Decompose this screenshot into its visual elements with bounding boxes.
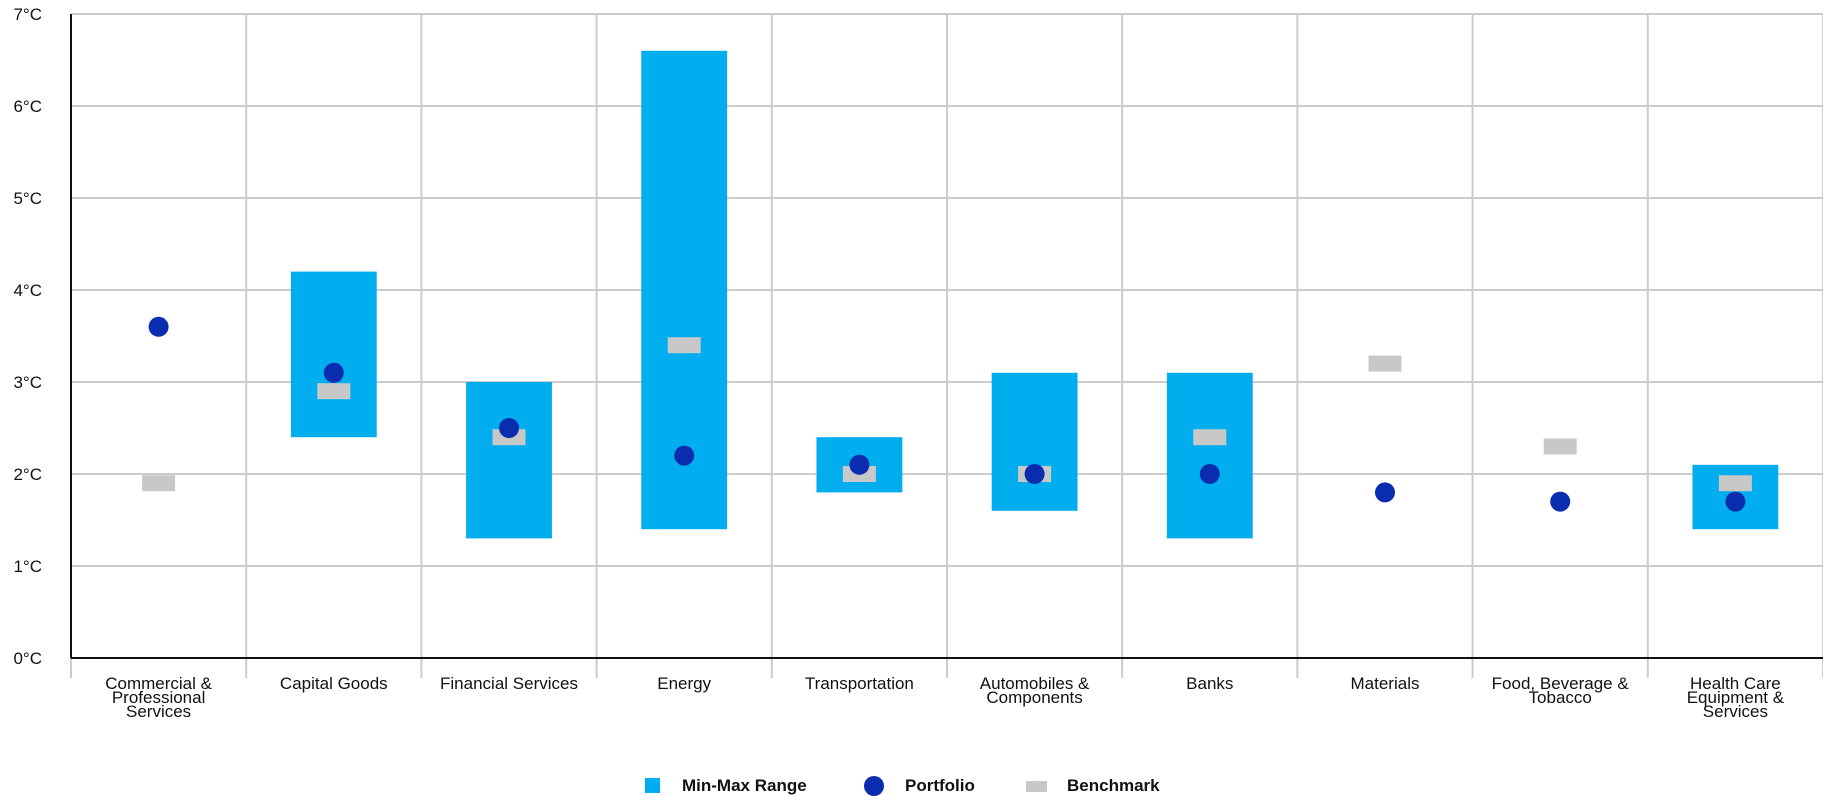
range-bar [290,271,377,438]
category-label: Materials [1351,674,1420,693]
category-label-line: Services [1703,702,1768,721]
category-label-line: Components [986,688,1082,707]
category-label-line: Health Care [1690,674,1781,693]
category-label-line: Tobacco [1529,688,1592,707]
category-label-line: Services [126,702,191,721]
portfolio-dot [674,445,695,466]
legend: Min-Max Range Portfolio Benchmark [645,776,1160,796]
legend-label: Portfolio [905,776,975,795]
category-label-line: Automobiles & [980,674,1090,693]
portfolio-dot [148,316,169,337]
y-tick-label: 6°C [13,97,42,116]
category-label-line: Transportation [805,674,914,693]
benchmark-marker [1543,438,1577,455]
portfolio-dot [1725,491,1746,512]
legend-swatch-portfolio [864,776,884,796]
portfolio-dot [1024,464,1045,484]
y-tick-label: 7°C [13,5,42,24]
category-label: Transportation [805,674,914,693]
legend-swatch-benchmark [1026,781,1047,792]
category-label-line: Food, Beverage & [1492,674,1630,693]
category-label-line: Financial Services [440,674,578,693]
category-label: Financial Services [440,674,578,693]
category-label-line: Materials [1351,674,1420,693]
legend-label: Min-Max Range [682,776,807,795]
category-label: Capital Goods [280,674,388,693]
portfolio-layer [148,316,1746,512]
category-label-line: Equipment & [1687,688,1785,707]
category-label-line: Energy [657,674,711,693]
y-tick-label: 4°C [13,281,42,300]
category-label: Health Care Equipment & Services [1687,674,1785,721]
benchmark-marker [1368,355,1402,372]
portfolio-dot [1550,491,1571,512]
benchmark-marker [667,337,701,354]
category-label-line: Professional [112,688,206,707]
y-tick-label: 0°C [13,649,42,668]
category-label: Commercial & Professional Services [105,674,212,721]
portfolio-dot [499,418,519,438]
category-label: Food, Beverage & Tobacco [1492,674,1630,707]
portfolio-dot [323,362,344,383]
category-label: Banks [1186,674,1233,693]
category-label-line: Capital Goods [280,674,388,693]
category-label-line: Commercial & [105,674,212,693]
range-layer [290,50,1779,539]
range-bar [1166,372,1253,539]
benchmark-marker [1193,429,1227,446]
benchmark-marker [142,475,176,492]
range-bar [466,382,552,539]
category-label: Automobiles & Components [980,674,1090,707]
axis-layer [70,14,1823,678]
range-bar [991,372,1078,511]
category-label: Energy [657,674,711,693]
y-tick-label: 2°C [13,465,42,484]
benchmark-marker [1718,475,1752,492]
benchmark-marker [317,383,351,400]
y-tick-label: 5°C [13,189,42,208]
portfolio-dot [1199,464,1220,484]
label-layer: 0°C 1°C 2°C 3°C 4°C 5°C 6°C 7°C Commercial & Prof… [13,5,1784,721]
portfolio-dot [849,454,870,475]
portfolio-dot [1375,482,1395,503]
y-tick-label: 3°C [13,373,42,392]
legend-label: Benchmark [1067,776,1160,795]
category-label-line: Banks [1186,674,1233,693]
y-tick-label: 1°C [13,557,42,576]
legend-swatch-range [645,778,660,793]
